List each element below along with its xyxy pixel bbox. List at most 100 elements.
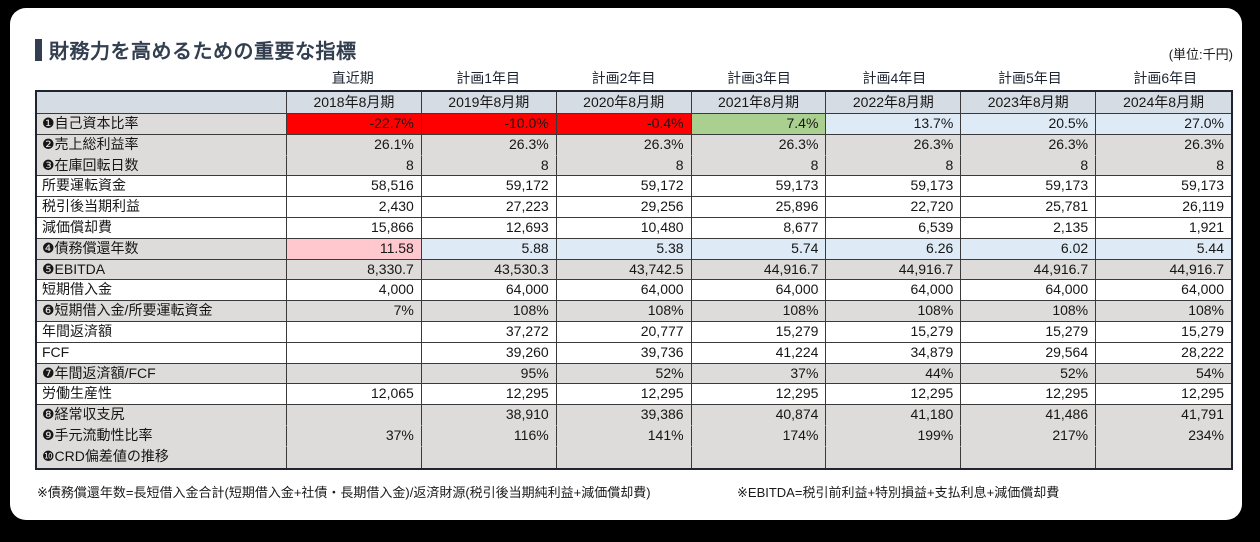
table-cell: 108%: [421, 301, 557, 322]
page-title-text: 財務力を高めるための重要な指標: [49, 41, 357, 63]
table-cell: 174%: [691, 425, 827, 447]
table-cell: 8: [421, 155, 557, 177]
table-cell: 52%: [556, 363, 692, 385]
table-cell: 12,693: [421, 217, 557, 239]
table-cell: 8: [556, 155, 692, 177]
table-cell: 26.3%: [421, 134, 557, 156]
table-cell: 15,279: [691, 321, 827, 343]
table-cell: 8: [287, 155, 422, 177]
table-cell: 39,260: [421, 342, 557, 364]
year-header: 2020年8月期: [556, 92, 692, 114]
table-cell: 59,173: [1096, 176, 1231, 198]
table-cell: 234%: [1096, 425, 1231, 447]
year-header: 2018年8月期: [287, 92, 422, 114]
table-cell: 59,173: [826, 176, 962, 198]
table-cell: 27.0%: [1096, 114, 1231, 135]
table-cell: 2,430: [287, 197, 422, 218]
table-cell: 108%: [556, 301, 692, 322]
table-cell: 7%: [287, 301, 422, 322]
table-cell: -10.0%: [421, 114, 557, 135]
table-cell: 64,000: [961, 280, 1097, 302]
table-cell: 15,279: [961, 321, 1097, 343]
table-cell: [287, 363, 422, 385]
period-header-row: 直近期 計画1年目 計画2年目 計画3年目 計画4年目 計画5年目 計画6年目: [35, 65, 1233, 90]
table-cell: 5.74: [691, 238, 827, 260]
table-cell: 26.3%: [691, 134, 827, 156]
row-label: 減価償却費: [37, 217, 287, 239]
table-cell: 52%: [961, 363, 1097, 385]
table-cell: 59,173: [691, 176, 827, 198]
table-cell: 54%: [1096, 363, 1231, 385]
period-header: 計画3年目: [727, 69, 791, 86]
table-cell: 64,000: [691, 280, 827, 302]
row-label: ❼年間返済額/FCF: [37, 363, 287, 385]
year-header: 2023年8月期: [961, 92, 1097, 114]
table-cell: 41,180: [826, 405, 962, 426]
table-cell: 59,173: [961, 176, 1097, 198]
table-cell: 25,781: [961, 197, 1097, 218]
table-cell: 26,119: [1096, 197, 1231, 218]
table-cell: 40,874: [691, 405, 827, 426]
row-label: ❻短期借入金/所要運転資金: [37, 301, 287, 322]
table-cell: 26.3%: [556, 134, 692, 156]
table-cell: 44%: [826, 363, 962, 385]
table-cell: 7.4%: [691, 114, 827, 135]
table-cell: [287, 321, 422, 343]
table-cell: 141%: [556, 425, 692, 447]
row-label: 短期借入金: [37, 280, 287, 302]
table-cell: 199%: [826, 425, 962, 447]
table-cell: 6.02: [961, 238, 1097, 260]
row-label: ❿CRD偏差値の推移: [37, 446, 287, 468]
table-cell: 6,539: [826, 217, 962, 239]
table-cell: 11.58: [287, 238, 422, 260]
table-cell: 34,879: [826, 342, 962, 364]
table-cell: 20,777: [556, 321, 692, 343]
table-cell: [287, 446, 422, 468]
table-cell: [287, 405, 422, 426]
table-cell: 2,135: [961, 217, 1097, 239]
table-cell: 12,295: [961, 384, 1097, 406]
table-cell: 29,256: [556, 197, 692, 218]
table-cell: 8: [691, 155, 827, 177]
table-cell: 39,736: [556, 342, 692, 364]
table-cell: 41,486: [961, 405, 1097, 426]
table-cell: 12,295: [1096, 384, 1231, 406]
period-header: 計画6年目: [1133, 69, 1198, 86]
table-cell: 10,480: [556, 217, 692, 239]
table-cell: 25,896: [691, 197, 827, 218]
row-label: ❹債務償還年数: [37, 238, 287, 260]
indicator-table: 2018年8月期 2019年8月期 2020年8月期 2021年8月期 2022年8月期…: [35, 90, 1233, 470]
table-cell: 26.3%: [826, 134, 962, 156]
table-cell: 22,720: [826, 197, 962, 218]
table-cell: [826, 446, 962, 468]
period-header: 計画5年目: [997, 69, 1062, 86]
row-label: ❸在庫回転日数: [37, 155, 287, 177]
table-cell: 8: [1096, 155, 1231, 177]
table-cell: 8: [826, 155, 962, 177]
row-label: ❺EBITDA: [37, 259, 287, 281]
table-cell: 116%: [421, 425, 557, 447]
table-cell: 12,065: [287, 384, 422, 406]
table-cell: 58,516: [287, 176, 422, 198]
period-header: 直近期: [331, 69, 374, 86]
table-cell: 8,330.7: [287, 259, 422, 281]
table-cell: 1,921: [1096, 217, 1231, 239]
table-cell: 37,272: [421, 321, 557, 343]
report-card: 財務力を高めるための重要な指標 (単位:千円) 直近期 計画1年目 計画2年目 計画3…: [10, 8, 1242, 520]
table-cell: 108%: [961, 301, 1097, 322]
row-label: 所要運転資金: [37, 176, 287, 198]
table-cell: 27,223: [421, 197, 557, 218]
table-cell: 95%: [421, 363, 557, 385]
table-cell: 37%: [287, 425, 422, 447]
table-cell: 15,866: [287, 217, 422, 239]
table-cell: 8,677: [691, 217, 827, 239]
table-cell: 108%: [691, 301, 827, 322]
table-cell: [961, 446, 1097, 468]
table-cell: 13.7%: [826, 114, 962, 135]
table-cell: -0.4%: [556, 114, 692, 135]
table-cell: -22.7%: [287, 114, 422, 135]
table-cell: 12,295: [826, 384, 962, 406]
row-label: ❽経常収支尻: [37, 405, 287, 426]
table-cell: 26.3%: [1096, 134, 1231, 156]
table-cell: 15,279: [1096, 321, 1231, 343]
